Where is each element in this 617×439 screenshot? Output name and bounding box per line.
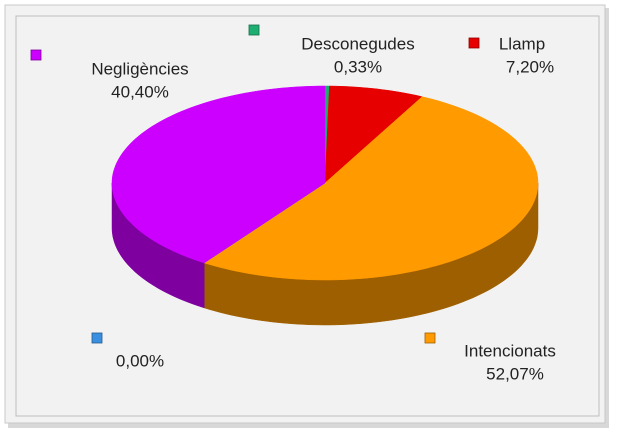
pie-labels: Desconegudes 0,33% Llamp 7,20% Intencionats 5… [30, 24, 556, 383]
value-label: 40,40% [111, 82, 169, 101]
pie-slice [111, 85, 326, 264]
category-label: Negligències [91, 59, 188, 78]
value-label: 0,33% [334, 57, 382, 76]
label-marker [91, 332, 103, 344]
label-marker [248, 24, 260, 36]
label-marker [424, 332, 436, 344]
pie-slice [324, 85, 423, 184]
category-label: Desconegudes [301, 34, 414, 53]
pie-tops [111, 85, 539, 281]
value-label: 0,00% [116, 351, 164, 370]
pie-slice [203, 96, 539, 281]
category-label: Llamp [499, 34, 545, 53]
label-marker [468, 37, 480, 49]
label-marker [30, 49, 42, 61]
value-label: 7,20% [506, 57, 554, 76]
value-label: 52,07% [486, 364, 544, 383]
category-label: Intencionats [464, 341, 556, 360]
